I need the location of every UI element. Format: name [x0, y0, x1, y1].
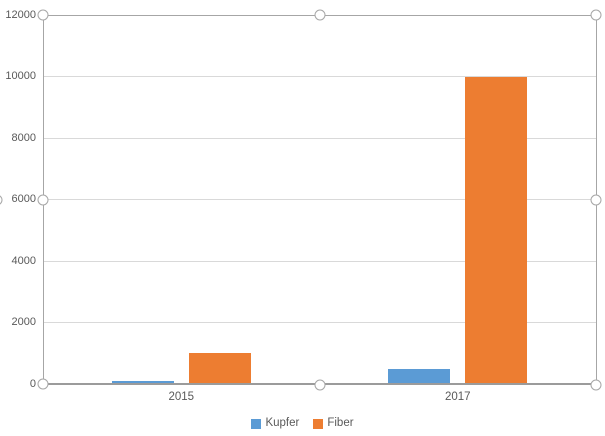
selection-handle-nw[interactable] [37, 9, 49, 21]
bar-fiber-2017[interactable] [465, 76, 528, 384]
bar-kupfer-2017[interactable] [388, 368, 451, 384]
selection-handle-sw[interactable] [37, 378, 49, 390]
bar-fiber-2015[interactable] [188, 353, 251, 384]
gridline-10000 [43, 76, 596, 77]
legend-item-fiber[interactable]: Fiber [313, 417, 354, 430]
x-tick-2015[interactable]: 2015 [168, 391, 195, 403]
y-tick-4000[interactable]: 4000 [11, 254, 36, 267]
y-tick-10000[interactable]: 10000 [5, 70, 36, 82]
fiber-swatch-icon [313, 418, 324, 429]
selection-handle-e[interactable] [590, 194, 602, 205]
y-tick-0[interactable]: 0 [29, 377, 36, 390]
selection-handle-n[interactable] [314, 9, 325, 21]
gridline-6000 [43, 199, 596, 200]
y-tick-8000[interactable]: 8000 [11, 131, 36, 144]
selection-handle-w[interactable] [37, 194, 49, 205]
selection-handle-se[interactable] [590, 379, 602, 391]
kupfer-swatch-icon [251, 418, 262, 429]
y-tick-2000[interactable]: 2000 [11, 316, 36, 328]
legend[interactable]: Kupfer Fiber [0, 417, 605, 430]
legend-label-kupfer: Kupfer [265, 417, 300, 429]
y-tick-6000[interactable]: 6000 [11, 193, 36, 205]
x-tick-2017[interactable]: 2017 [444, 391, 471, 403]
selection-handle-ne[interactable] [590, 9, 602, 21]
gridline-4000 [43, 260, 596, 262]
y-tick-12000[interactable]: 12000 [5, 8, 36, 21]
selection-handle-s[interactable] [314, 379, 325, 391]
bar-kupfer-2015[interactable] [111, 380, 174, 384]
legend-item-kupfer[interactable]: Kupfer [251, 417, 299, 430]
legend-label-fiber: Fiber [327, 417, 354, 429]
gridline-8000 [43, 137, 596, 139]
gridline-2000 [43, 322, 596, 323]
